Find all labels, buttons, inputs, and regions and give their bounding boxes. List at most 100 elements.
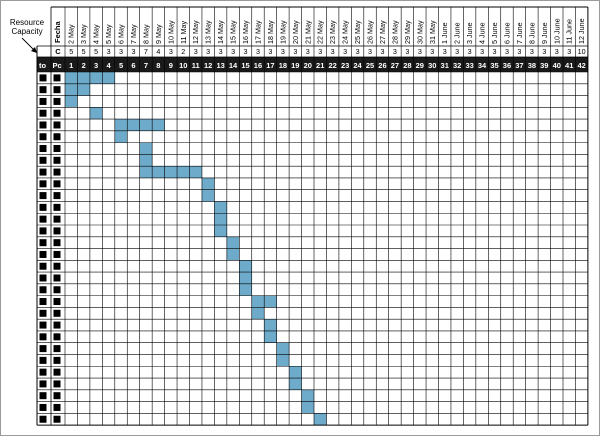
c-label: C <box>55 47 61 56</box>
day-number: 34 <box>478 61 487 70</box>
task-bar <box>264 330 277 343</box>
date-label: 18 May <box>266 20 275 44</box>
day-number: 7 <box>144 61 148 70</box>
date-label: 7 May <box>129 24 138 44</box>
resource-square-to <box>39 356 47 364</box>
resource-square-to <box>39 133 47 141</box>
date-label: 19 May <box>278 20 287 44</box>
day-number: 20 <box>304 61 312 70</box>
resource-square-pc <box>53 250 61 258</box>
date-label: 13 May <box>204 20 213 44</box>
resource-square-to <box>39 203 47 211</box>
day-number: 19 <box>291 61 299 70</box>
day-number: 2 <box>82 61 86 70</box>
date-label: 24 May <box>341 20 350 44</box>
task-bar <box>139 142 153 155</box>
day-number: 37 <box>515 61 523 70</box>
capacity-value: 3 <box>107 47 111 56</box>
resource-square-to <box>39 392 47 400</box>
capacity-value: 3 <box>430 47 434 56</box>
day-number: 15 <box>241 61 249 70</box>
capacity-value: 3 <box>169 47 173 56</box>
date-label: 25 May <box>353 20 362 44</box>
date-label: 2 June <box>453 22 462 44</box>
day-number: 30 <box>428 61 436 70</box>
task-bar <box>226 248 240 261</box>
date-label: 5 May <box>104 24 113 44</box>
capacity-value: 3 <box>505 47 509 56</box>
capacity-value: 3 <box>393 47 397 56</box>
capacity-value: 3 <box>567 47 571 56</box>
day-number-bar <box>37 57 588 72</box>
resource-square-pc <box>53 368 61 376</box>
task-bar <box>314 413 327 426</box>
capacity-value: 3 <box>219 47 223 56</box>
capacity-value: 3 <box>468 47 472 56</box>
task-bar <box>301 401 314 414</box>
date-label: 16 May <box>241 20 250 44</box>
capacity-value: 3 <box>206 47 210 56</box>
resource-square-pc <box>53 321 61 329</box>
date-label: 29 May <box>403 20 412 44</box>
day-number: 28 <box>403 61 411 70</box>
resource-square-pc <box>53 239 61 247</box>
task-bar <box>214 213 227 226</box>
date-label: 8 June <box>527 22 536 44</box>
date-label: 20 May <box>291 20 300 44</box>
resource-square-pc <box>53 180 61 188</box>
resource-square-pc <box>53 333 61 341</box>
task-bar <box>239 260 252 273</box>
capacity-value: 4 <box>156 47 160 56</box>
date-label: 21 May <box>303 20 312 44</box>
resource-square-pc <box>53 74 61 82</box>
resource-square-to <box>39 298 47 306</box>
capacity-value: 3 <box>517 47 521 56</box>
pointer-arrow-head <box>31 47 37 53</box>
task-bar <box>139 154 153 167</box>
day-number: 8 <box>156 61 160 70</box>
date-label: 5 June <box>490 22 499 44</box>
day-number: 26 <box>378 61 386 70</box>
date-label: 7 June <box>515 22 524 44</box>
resource-square-to <box>39 274 47 282</box>
capacity-value: 3 <box>318 47 322 56</box>
day-number: 24 <box>353 61 362 70</box>
date-label: 10 June <box>552 18 561 44</box>
task-bar <box>239 272 252 284</box>
capacity-value: 3 <box>268 47 272 56</box>
date-label: 31 May <box>428 20 437 44</box>
resource-square-to <box>39 345 47 353</box>
capacity-value: 3 <box>194 47 198 56</box>
date-label: 12 May <box>191 20 200 44</box>
date-label: 30 May <box>415 20 424 44</box>
resource-square-to <box>39 286 47 294</box>
capacity-value: 3 <box>418 47 422 56</box>
resource-square-to <box>39 403 47 411</box>
day-number: 9 <box>169 61 173 70</box>
resource-square-pc <box>53 309 61 317</box>
task-bar <box>226 236 240 249</box>
capacity-value: 3 <box>368 47 372 56</box>
task-bar <box>289 378 302 390</box>
day-number: 13 <box>216 61 224 70</box>
task-bar <box>201 177 215 190</box>
capacity-value: 3 <box>356 47 360 56</box>
date-label: 4 May <box>92 24 101 44</box>
resource-square-pc <box>53 156 61 164</box>
day-number: 39 <box>540 61 548 70</box>
resource-square-to <box>39 192 47 200</box>
day-number: 4 <box>106 61 111 70</box>
resource-capacity-label: Resource Capacity <box>6 18 48 36</box>
pointer-arrow-line <box>21 37 36 52</box>
resource-square-pc <box>53 133 61 141</box>
task-bar <box>201 189 215 202</box>
day-number: 23 <box>341 61 349 70</box>
resource-square-to <box>39 180 47 188</box>
day-number: 17 <box>266 61 274 70</box>
capacity-value: 3 <box>244 47 248 56</box>
resource-square-pc <box>53 274 61 282</box>
capacity-value: 3 <box>331 47 335 56</box>
capacity-value: 3 <box>343 47 347 56</box>
resource-label: Resource <box>9 18 45 27</box>
capacity-value: 2 <box>181 47 185 56</box>
